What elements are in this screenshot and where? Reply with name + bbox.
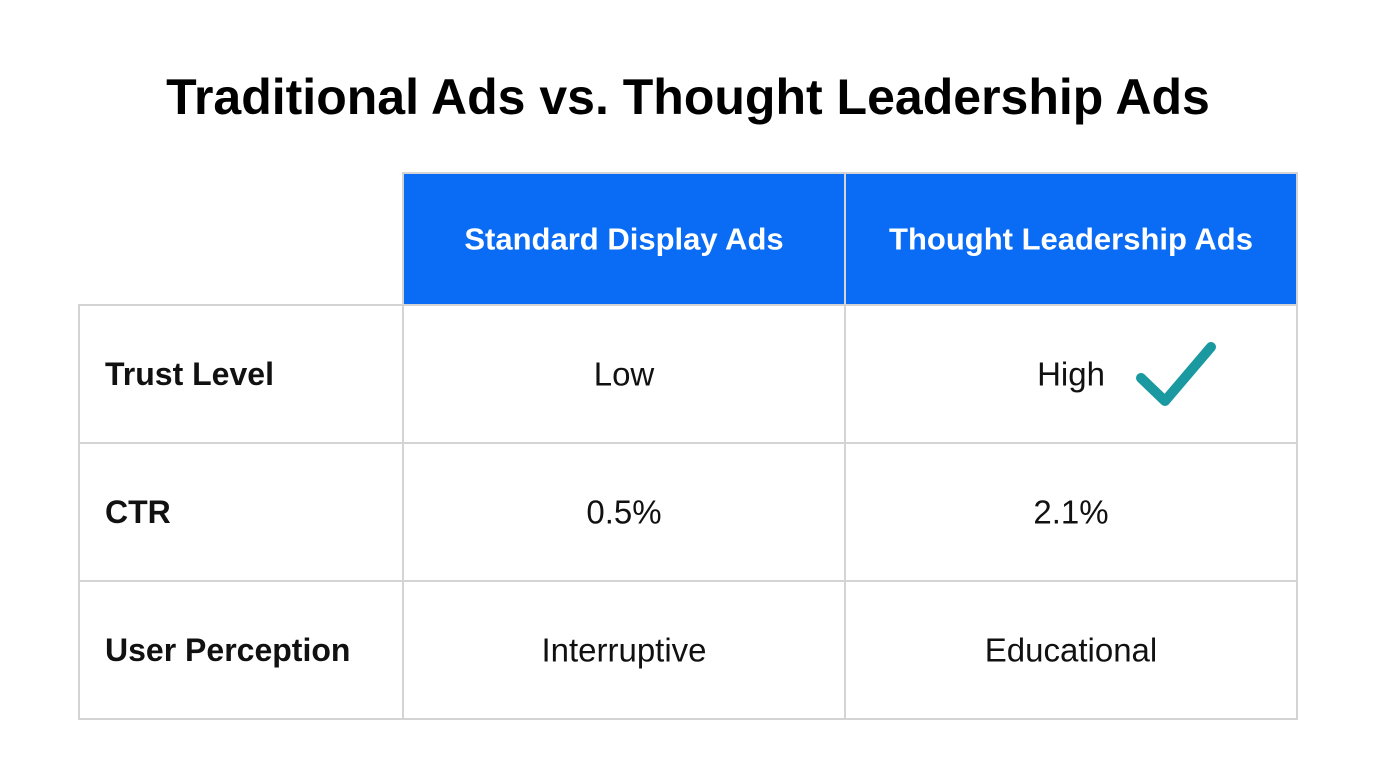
cell-value: Educational (985, 632, 1157, 669)
header-cell (844, 172, 1298, 306)
table-cell (78, 580, 404, 720)
table-cell (78, 442, 404, 582)
header-label: Thought Leadership Ads (889, 222, 1253, 257)
row-label: Trust Level (105, 356, 274, 392)
header-cell (402, 172, 846, 306)
table-cell (402, 580, 846, 720)
cell-value: Low (594, 356, 655, 393)
cell-value: 2.1% (1033, 494, 1108, 531)
table-cell (844, 580, 1298, 720)
header-label: Standard Display Ads (464, 222, 783, 257)
row-label: CTR (105, 494, 171, 530)
row-label: User Perception (105, 632, 350, 668)
comparison-table: Standard Display Ads Thought Leadership A… (78, 172, 1298, 720)
table-cell (402, 304, 846, 444)
cell-value: Interruptive (541, 632, 706, 669)
cell-value: High (1037, 356, 1105, 393)
cell-value: 0.5% (586, 494, 661, 531)
table-cell (844, 442, 1298, 582)
title: Traditional Ads vs. Thought Leadership A… (166, 69, 1210, 125)
check-icon (1136, 342, 1216, 406)
